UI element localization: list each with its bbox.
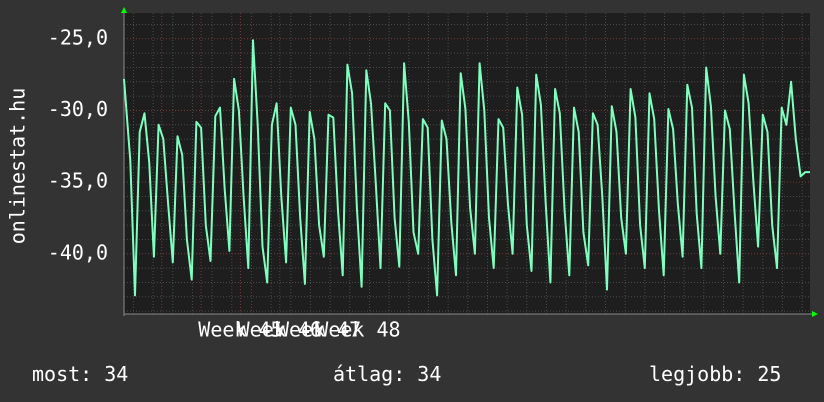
- x-tick-label: Week 46: [238, 318, 322, 342]
- series-line: [123, 39, 810, 297]
- x-tick-label: Week 45: [198, 318, 282, 342]
- x-tick-label: Week 47: [277, 318, 361, 342]
- y-tick-label: -30,0: [48, 97, 108, 121]
- x-axis-arrow-icon: [812, 311, 818, 317]
- y-tick-label: -35,0: [48, 169, 108, 193]
- y-tick-label: -25,0: [48, 25, 108, 49]
- x-tick-label: Week 48: [316, 318, 400, 342]
- average-value-stat: átlag: 34: [333, 362, 442, 386]
- y-axis-ticks: -25,0 -30,0 -35,0 -40,0: [48, 25, 108, 264]
- y-axis-label: onlinestat.hu: [6, 88, 30, 245]
- y-tick-label: -40,0: [48, 240, 108, 264]
- current-value-stat: most: 34: [32, 362, 129, 386]
- best-value-stat: legjobb: 25: [649, 362, 782, 386]
- y-axis-arrow-icon: [121, 7, 127, 13]
